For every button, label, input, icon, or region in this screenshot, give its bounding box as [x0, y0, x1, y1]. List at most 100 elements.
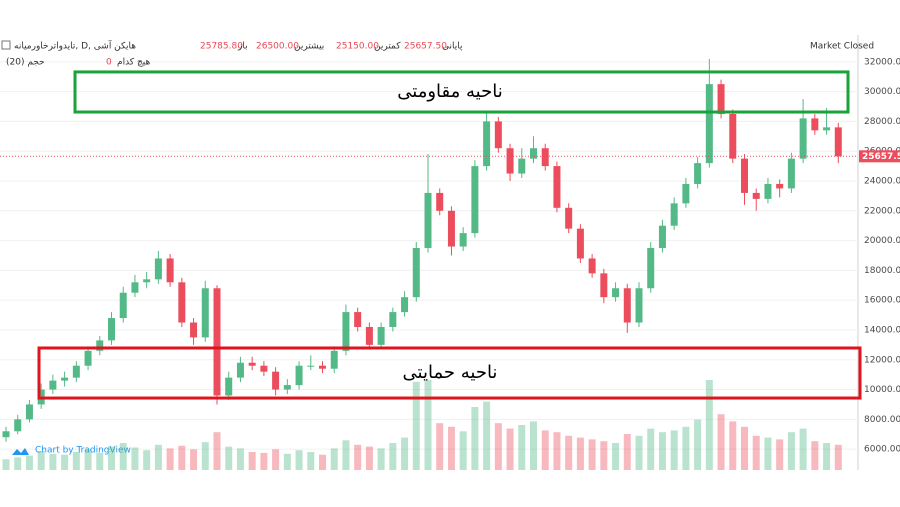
volume-bar [600, 441, 608, 470]
volume-bar [61, 454, 69, 470]
volume-bar [459, 431, 467, 470]
y-tick-label: 8000.00 [864, 415, 900, 425]
volume-bar [131, 447, 139, 470]
candle-body [412, 248, 420, 298]
volume-bar [248, 452, 256, 470]
y-tick-label: 24000.00 [864, 176, 900, 186]
volume-bar [530, 421, 537, 470]
status: Market Closed [810, 42, 874, 52]
volume-bar [823, 443, 831, 470]
volume-bar [143, 450, 151, 470]
volume-bar [119, 443, 127, 470]
y-tick-label: 22000.00 [864, 206, 900, 216]
volume-bar [541, 430, 549, 470]
candle-body [787, 158, 795, 189]
volume-bar [623, 434, 631, 470]
candle-body [424, 192, 432, 249]
volume-bar [178, 445, 186, 470]
volume-bar [295, 450, 303, 470]
candle-body [342, 312, 350, 351]
volume-bar [236, 448, 244, 470]
candle-body [283, 385, 291, 390]
candle-body [623, 288, 631, 323]
volume-bar [483, 401, 491, 470]
volume-bar [436, 423, 444, 470]
candle-body [635, 288, 643, 323]
volume-bar [37, 451, 45, 470]
volume-bar [2, 459, 10, 470]
candle-body [811, 118, 819, 131]
volume-bar [741, 426, 748, 470]
volume-bar [553, 432, 561, 470]
candle-body [576, 228, 584, 259]
y-tick-label: 6000.00 [864, 445, 900, 455]
volume-bar [14, 457, 22, 470]
candle-body [143, 279, 151, 283]
y-tick-label: 18000.00 [864, 266, 900, 276]
volume-bar [389, 443, 397, 470]
volume-bar [576, 437, 584, 470]
volume-bar [190, 449, 198, 470]
candle-body [96, 340, 104, 351]
volume-bar [96, 452, 104, 470]
y-tick-label: 12000.00 [864, 355, 900, 365]
volume-bar [518, 425, 526, 470]
candle-body [377, 326, 385, 345]
candle-body [236, 362, 244, 378]
candle-body [588, 258, 596, 274]
candle-body [260, 365, 268, 372]
volume-bar [283, 453, 291, 470]
candle-body [518, 158, 526, 174]
volume-bar [612, 443, 620, 470]
candle-body [49, 380, 57, 390]
volume-bar [260, 452, 268, 470]
volume-bar [201, 442, 209, 470]
candle-body [471, 166, 479, 234]
candle-body [600, 273, 608, 298]
candle-body [14, 419, 22, 432]
candle-body [506, 148, 514, 174]
ohlc-value: 25785.80 [200, 42, 243, 52]
candle-body [84, 350, 92, 366]
candle-body [658, 225, 666, 249]
volume-bar [717, 414, 725, 470]
candle-body [354, 312, 362, 327]
volume-ma-value: 0 [106, 58, 112, 68]
y-tick-label: 28000.00 [864, 117, 900, 127]
volume-bar [752, 435, 760, 470]
volume-bar [319, 454, 326, 470]
volume-bar [565, 435, 573, 470]
volume-bar [307, 452, 315, 470]
volume-bar [764, 437, 772, 470]
volume-bar [506, 428, 514, 470]
candle-body [436, 192, 444, 211]
candle-body [823, 127, 831, 131]
volume-bar [365, 446, 373, 470]
volume-bar [705, 380, 713, 470]
volume-label: حجم (20) [6, 58, 45, 68]
candle-body [178, 282, 186, 323]
candle-body [131, 282, 139, 293]
candle-body [670, 203, 678, 226]
candle-body [612, 288, 620, 298]
volume-bar [447, 426, 455, 470]
volume-bar [471, 407, 479, 470]
candle-body [295, 365, 303, 386]
credit: Chart by TradingView [35, 446, 131, 456]
ohlc-label: باز [237, 42, 248, 52]
volume-bar [588, 439, 596, 470]
y-tick-label: 20000.00 [864, 236, 900, 246]
candle-body [201, 288, 209, 338]
candle-body [530, 148, 537, 159]
candle-body [717, 84, 725, 114]
candle-body [225, 377, 233, 396]
candle-body [307, 365, 315, 367]
candle-body [248, 362, 256, 366]
candle-body [330, 350, 338, 369]
zone-label: ناحیه مقاومتی [397, 81, 502, 102]
volume-bar [342, 440, 350, 470]
candle-body [776, 183, 784, 189]
volume-bar [166, 448, 174, 470]
candle-body [694, 163, 702, 184]
